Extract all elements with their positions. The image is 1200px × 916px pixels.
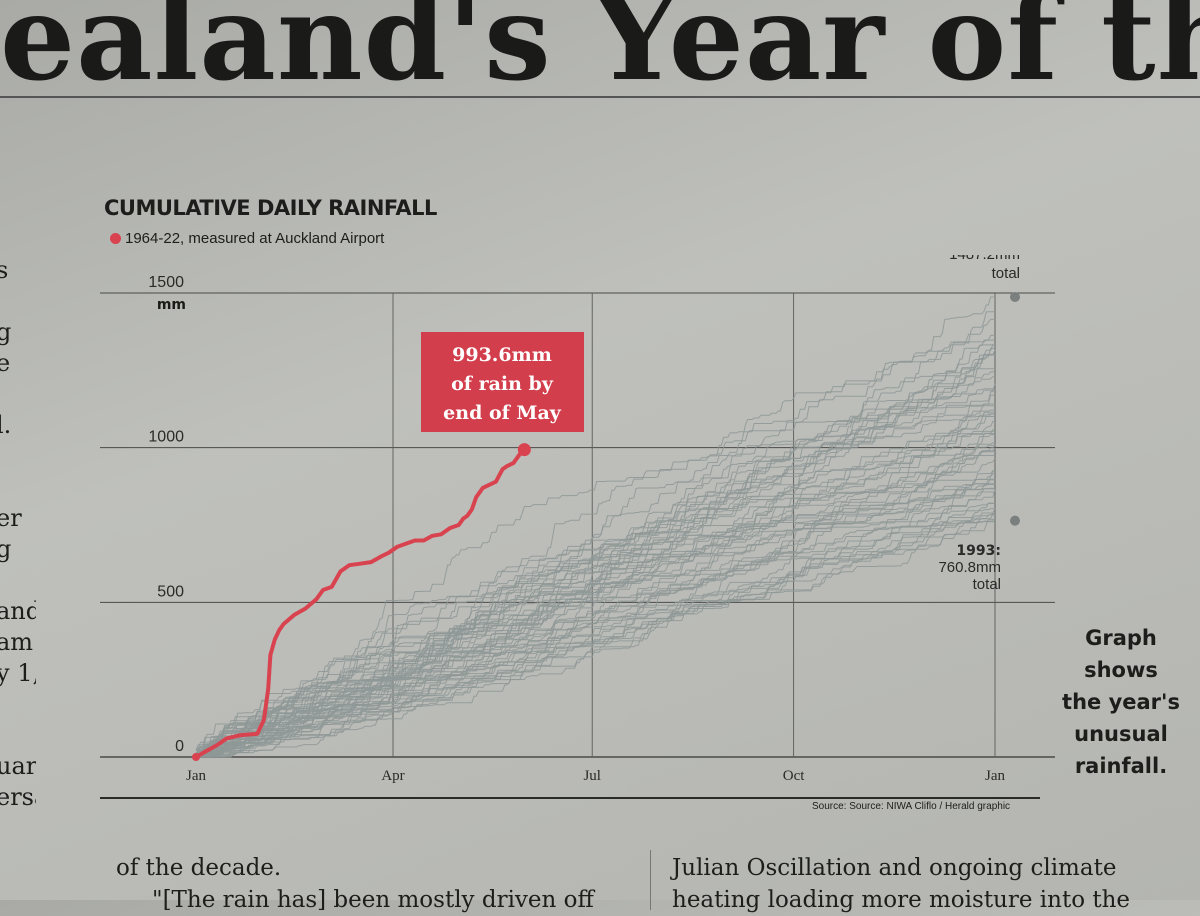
left-column-line (0, 689, 36, 720)
annotation-box-line: of rain by (451, 373, 554, 395)
left-column-line: l. (0, 411, 12, 439)
background-series-line (195, 448, 996, 758)
max-year-annotation-line: 1487.2mm (949, 255, 1020, 263)
background-series-line (196, 368, 995, 758)
left-column-line (0, 472, 36, 503)
x-tick-label: Apr (381, 768, 404, 784)
left-column-line: uary (0, 752, 36, 780)
rainfall-chart: 0 500 1000 1500 mm Jan Apr Jul Oct Jan 993.6mm of r… (100, 255, 1055, 799)
x-tick-label: Jan (985, 768, 1005, 784)
background-series-line (196, 413, 995, 758)
background-series-line (196, 473, 995, 758)
max-year-point (1010, 291, 1020, 302)
background-series-line (195, 334, 995, 758)
background-series-line (196, 318, 995, 757)
left-column-line (0, 720, 36, 751)
left-column-line: ersary (0, 783, 36, 811)
y-tick-label: 500 (157, 583, 184, 600)
legend-label: 1964-22, measured at Auckland Airport (125, 230, 385, 247)
background-series-line (196, 413, 995, 758)
y-unit-label: mm (157, 297, 186, 313)
left-column-line: am (0, 628, 34, 656)
min-year-point (1010, 515, 1020, 526)
background-series-line (196, 514, 995, 755)
body-left-line-1: of the decade. (116, 855, 282, 881)
background-series-line (196, 517, 996, 758)
y-tick-label: 1000 (148, 429, 184, 446)
left-column-line (0, 379, 36, 410)
body-right-line-1: Julian Oscillation and ongoing climate (672, 855, 1117, 881)
background-series-line (196, 296, 995, 758)
background-series-line (196, 479, 995, 754)
left-column-line: s (0, 256, 9, 284)
left-column-line: e (0, 349, 11, 377)
background-series-line (195, 339, 995, 758)
legend-dot-icon (110, 233, 121, 244)
background-series-line (196, 409, 995, 758)
max-year-annotation-line: total (992, 265, 1020, 282)
background-series-line (196, 458, 996, 758)
y-tick-label: 1500 (148, 274, 184, 291)
body-text-right: Julian Oscillation and ongoing climate h… (672, 852, 1130, 916)
background-series-line (196, 394, 995, 758)
left-column-line: and (0, 597, 36, 625)
y-tick-label: 0 (175, 738, 184, 755)
left-column-line: g (0, 535, 12, 563)
column-divider (650, 850, 651, 910)
body-text-left: of the decade. "[The rain has] been most… (116, 852, 594, 916)
headline-rule (0, 96, 1200, 98)
left-column-line (0, 286, 36, 317)
min-year-annotation-line: 1993: (956, 543, 1001, 559)
highlight-start-point (192, 753, 200, 761)
x-tick-label: Jan (186, 768, 206, 784)
body-left-line-2: "[The rain has] been mostly driven off (152, 887, 594, 913)
x-tick-label: Oct (783, 768, 805, 784)
headline: ealand's Year of th (0, 0, 1200, 88)
background-series-line (195, 483, 995, 758)
background-series-line (195, 389, 995, 758)
highlight-end-point (517, 443, 531, 457)
background-series-line (195, 388, 996, 758)
left-column-line: er (0, 504, 22, 532)
chart-legend: 1964-22, measured at Auckland Airport (110, 230, 384, 247)
background-series-line (196, 489, 996, 757)
highlight-series-line (195, 448, 526, 759)
annotation-box (421, 332, 584, 432)
left-column-line: y 1, (0, 659, 36, 687)
background-series-line (195, 484, 995, 758)
left-column-line (0, 441, 36, 472)
background-series-line (196, 344, 995, 758)
x-tick-label: Jul (583, 768, 601, 784)
chart-title: CUMULATIVE DAILY RAINFALL (104, 196, 437, 220)
annotation-box-line: end of May (443, 402, 562, 424)
left-column-line: g (0, 318, 12, 346)
annotation-box-line: 993.6mm (452, 344, 552, 366)
background-series-line (196, 478, 995, 758)
background-series-line (196, 434, 995, 758)
chart-source: Source: Source: NIWA Cliflo / Herald gra… (812, 801, 1011, 812)
graph-caption: Graph shows the year's unusual rainfall. (1062, 626, 1180, 778)
background-series-line (195, 488, 995, 758)
background-series-line (195, 508, 996, 758)
background-series-line (196, 447, 996, 758)
background-series-line (196, 471, 996, 758)
min-year-annotation-line: 760.8mm (938, 559, 1001, 576)
min-year-annotation-line: total (973, 576, 1001, 593)
background-series-line (196, 349, 996, 758)
background-series-line (196, 442, 995, 754)
background-series-line (196, 430, 995, 758)
body-right-line-2: heating loading more moisture into the (672, 887, 1131, 913)
left-column-line (0, 565, 36, 596)
